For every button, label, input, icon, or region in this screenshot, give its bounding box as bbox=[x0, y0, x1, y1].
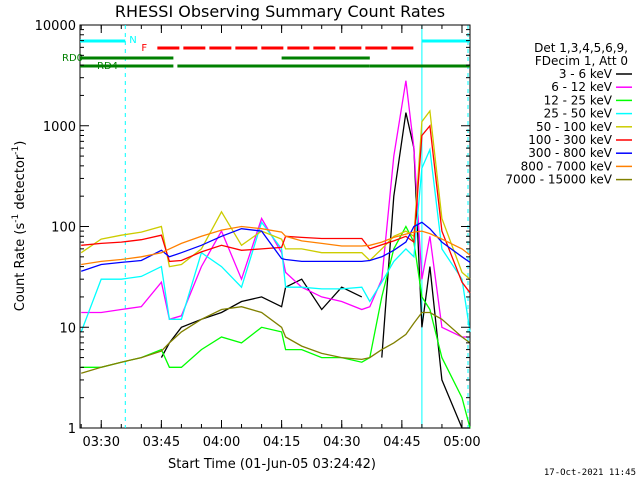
legend-header-line: FDecim 1, Att 0 bbox=[535, 54, 628, 68]
series-line bbox=[81, 225, 471, 266]
x-tick-label: 04:15 bbox=[263, 435, 300, 450]
y-tick-label: 100 bbox=[51, 221, 76, 236]
y-tick-label: 10000 bbox=[35, 19, 76, 34]
series-line bbox=[80, 221, 471, 272]
timestamp: 17-Oct-2021 11:45 bbox=[544, 468, 636, 478]
legend-label: 7000 - 15000 keV bbox=[505, 173, 612, 187]
y-axis-label-part: Count Rate (s bbox=[13, 223, 28, 312]
y-axis-label-sup: -1 bbox=[11, 146, 21, 155]
x-axis: 03:30 03:45 04:00 04:15 04:30 04:45 05:00 bbox=[80, 25, 481, 450]
legend-label: 800 - 7000 keV bbox=[521, 159, 613, 173]
plot-frame bbox=[79, 24, 471, 429]
series-line bbox=[80, 109, 471, 280]
marker-label-night: N bbox=[129, 35, 136, 46]
series-line bbox=[81, 80, 470, 338]
legend: Det 1,3,4,5,6,9, FDecim 1, Att 0 3 - 6 k… bbox=[505, 41, 632, 187]
series-line bbox=[81, 306, 471, 374]
x-tick-label: 04:45 bbox=[383, 435, 420, 450]
y-axis-label: Count Rate (s-1 detector-1) bbox=[11, 141, 28, 312]
marker-label-rd0: RD0 bbox=[62, 53, 83, 64]
x-tick-label: 03:45 bbox=[143, 435, 180, 450]
y-axis-label-sup: -1 bbox=[11, 214, 21, 223]
legend-label: 6 - 12 keV bbox=[551, 80, 613, 94]
y-tick-label: 10 bbox=[59, 321, 76, 336]
legend-header-line: Det 1,3,4,5,6,9, bbox=[534, 41, 628, 55]
chart-title: RHESSI Observing Summary Count Rates bbox=[115, 2, 445, 21]
y-tick-label: 1 bbox=[68, 422, 76, 437]
legend-label: 12 - 25 keV bbox=[544, 93, 613, 107]
y-tick-label: 1000 bbox=[43, 120, 76, 135]
x-axis-label: Start Time (01-Jun-05 03:24:42) bbox=[168, 457, 376, 472]
x-tick-label: 04:00 bbox=[203, 435, 240, 450]
legend-label: 50 - 100 keV bbox=[536, 120, 613, 134]
y-axis: 1 10 100 1000 10000 bbox=[35, 19, 470, 437]
series-line bbox=[80, 147, 471, 333]
marker-label-flare: F bbox=[141, 43, 147, 54]
y-axis-label-part: ) bbox=[13, 141, 28, 146]
legend-label: 300 - 800 keV bbox=[528, 146, 612, 160]
series-line bbox=[81, 124, 471, 294]
x-tick-label: 03:30 bbox=[83, 435, 120, 450]
x-tick-label: 04:30 bbox=[323, 435, 360, 450]
series-line bbox=[81, 225, 471, 429]
x-tick-label: 05:00 bbox=[443, 435, 480, 450]
series-group bbox=[80, 80, 471, 429]
legend-label: 3 - 6 keV bbox=[559, 67, 613, 81]
series-line bbox=[160, 112, 470, 429]
marker-label-rd4: RD4 bbox=[97, 61, 118, 72]
legend-label: 25 - 50 keV bbox=[544, 107, 613, 121]
y-axis-label-part: detector bbox=[13, 154, 28, 214]
legend-label: 100 - 300 keV bbox=[528, 133, 612, 147]
